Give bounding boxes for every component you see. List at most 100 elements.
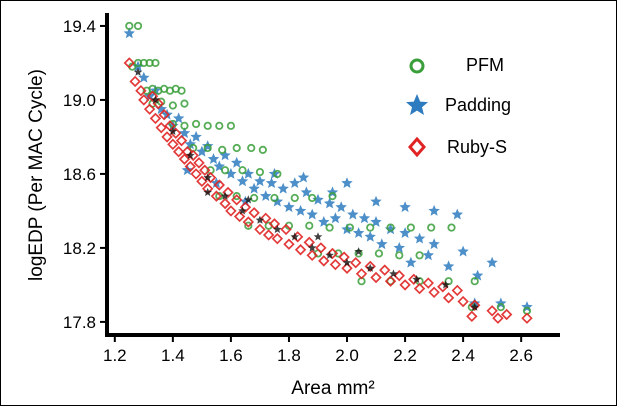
overlap-point (325, 250, 334, 259)
x-axis-ticks: 1.2 1.4 1.6 1.8 2.0 2.2 2.4 2.6 (103, 335, 533, 365)
data-point-padding (335, 201, 347, 213)
legend-label-ruby-s: Ruby-S (447, 137, 507, 157)
data-point-ruby-s (521, 312, 533, 324)
data-point-pfm (203, 143, 212, 153)
data-point-ruby-s (294, 244, 307, 256)
data-point-padding (352, 227, 365, 238)
data-point-padding (219, 149, 231, 161)
y-tick-label: 19.4 (63, 17, 96, 36)
data-point-padding (300, 186, 313, 198)
data-point-ruby-s (222, 186, 234, 199)
data-point-padding (260, 190, 272, 201)
data-point-pfm (496, 303, 505, 312)
data-point-pfm (427, 223, 436, 232)
data-point-ruby-s (457, 295, 469, 308)
legend-marker-pfm (409, 58, 425, 74)
data-point-ruby-s (486, 305, 498, 317)
data-point-ruby-s (146, 90, 159, 102)
data-point-pfm (325, 223, 334, 232)
data-point-padding (323, 197, 336, 209)
overlap-point (354, 247, 363, 256)
data-point-padding (123, 27, 135, 39)
data-point-pfm (168, 101, 177, 110)
data-point-ruby-s (149, 112, 162, 125)
data-point-ruby-s (500, 308, 513, 321)
data-point-padding (225, 167, 237, 179)
overlap-point (313, 232, 323, 241)
legend: PFM Padding Ruby-S (406, 55, 511, 158)
data-point-padding (312, 193, 324, 205)
data-point-ruby-s (143, 103, 156, 115)
data-point-padding (370, 195, 382, 207)
data-point-pfm (232, 192, 241, 201)
data-point-ruby-s (492, 312, 504, 324)
overlap-point (220, 191, 230, 200)
data-point-ruby-s (193, 157, 205, 169)
data-point-padding (370, 216, 382, 227)
data-point-padding (428, 238, 440, 250)
overlap-point (441, 280, 450, 289)
data-point-padding (196, 145, 208, 157)
plot-area (123, 21, 533, 324)
data-point-pfm (395, 251, 404, 260)
data-point-pfm (270, 193, 279, 203)
data-point-padding (376, 238, 388, 250)
x-tick-label: 2.6 (509, 346, 533, 365)
x-tick-label: 1.8 (277, 346, 301, 365)
data-point-ruby-s (341, 262, 353, 274)
data-point-padding (428, 204, 440, 216)
legend-item-ruby-s: Ruby-S (408, 136, 507, 158)
data-point-ruby-s (167, 138, 179, 151)
x-tick-label: 1.4 (161, 346, 185, 365)
data-point-ruby-s (231, 194, 243, 206)
data-point-ruby-s (239, 201, 252, 213)
data-point-padding (236, 175, 249, 187)
data-point-ruby-s (190, 168, 202, 180)
data-point-padding (239, 195, 252, 207)
data-point-ruby-s (213, 179, 226, 191)
data-point-ruby-s (248, 207, 260, 219)
overlap-point (151, 95, 160, 104)
data-point-padding (242, 167, 254, 179)
x-axis-title: Area mm² (291, 378, 374, 399)
data-point-pfm (218, 145, 227, 154)
data-point-pfm (191, 119, 201, 129)
data-point-ruby-s (393, 269, 405, 282)
data-point-pfm (177, 86, 186, 95)
overlap-point (255, 215, 265, 224)
data-point-ruby-s (135, 84, 147, 97)
data-point-pfm (273, 169, 282, 179)
data-point-padding (341, 177, 353, 188)
data-point-pfm (334, 249, 343, 258)
data-point-pfm (305, 221, 314, 230)
data-point-padding (405, 256, 417, 268)
data-point-ruby-s (233, 210, 246, 223)
data-point-padding (254, 175, 266, 187)
data-point-pfm (151, 58, 160, 68)
data-point-pfm (290, 193, 299, 203)
data-point-pfm (255, 167, 265, 177)
y-tick-label: 17.8 (63, 313, 96, 332)
data-point-padding (329, 212, 342, 224)
data-point-ruby-s (199, 164, 211, 176)
data-point-ruby-s (155, 121, 167, 134)
data-point-pfm (345, 223, 355, 232)
data-point-ruby-s (451, 284, 464, 297)
data-point-padding (306, 208, 318, 220)
data-point-ruby-s (413, 282, 426, 295)
x-tick-label: 1.6 (219, 346, 243, 365)
overlap-point (238, 206, 247, 215)
y-axis-title: logEDP (Per MAC Cycle) (26, 69, 47, 281)
data-point-ruby-s (379, 264, 391, 276)
overlap-point (412, 274, 421, 283)
data-point-ruby-s (260, 212, 272, 225)
data-point-padding (283, 201, 295, 213)
overlap-point (342, 258, 352, 267)
data-point-padding (289, 177, 301, 188)
data-point-pfm (470, 277, 479, 286)
data-point-pfm (226, 121, 236, 130)
data-point-ruby-s (129, 75, 141, 88)
overlap-point (307, 243, 317, 252)
legend-label-padding: Padding (445, 95, 511, 115)
